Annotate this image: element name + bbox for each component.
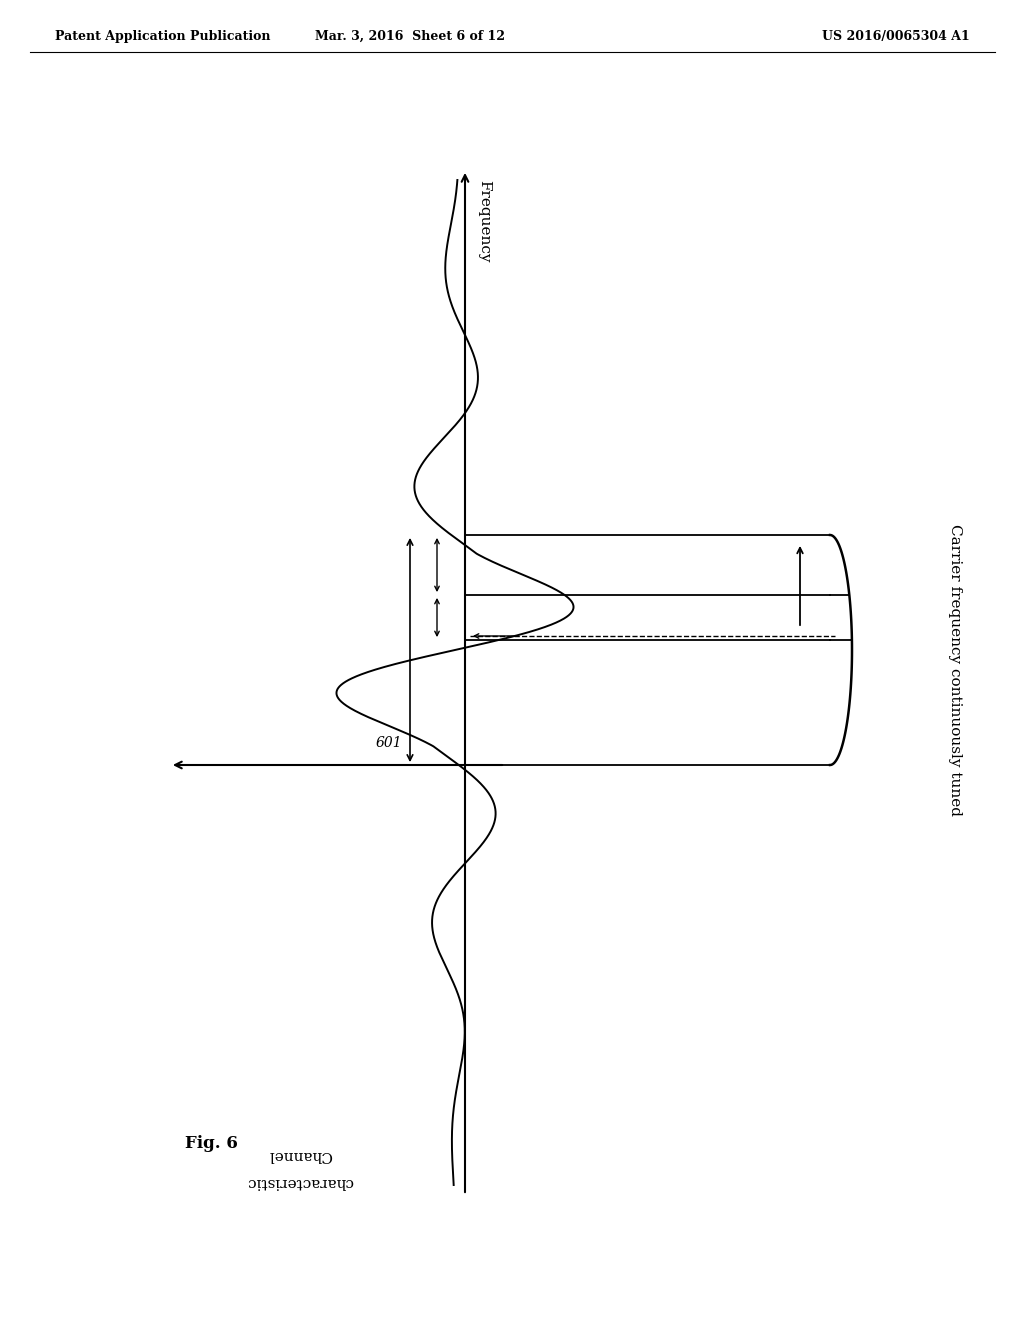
- Text: Frequency: Frequency: [477, 180, 490, 263]
- Text: Mar. 3, 2016  Sheet 6 of 12: Mar. 3, 2016 Sheet 6 of 12: [315, 30, 505, 44]
- Text: Channel: Channel: [268, 1148, 332, 1162]
- Text: Patent Application Publication: Patent Application Publication: [55, 30, 270, 44]
- Text: US 2016/0065304 A1: US 2016/0065304 A1: [822, 30, 970, 44]
- Text: Carrier frequency continuously tuned: Carrier frequency continuously tuned: [948, 524, 962, 816]
- Text: characteristic: characteristic: [247, 1175, 353, 1189]
- Text: 601: 601: [376, 737, 402, 750]
- Text: Fig. 6: Fig. 6: [185, 1135, 238, 1152]
